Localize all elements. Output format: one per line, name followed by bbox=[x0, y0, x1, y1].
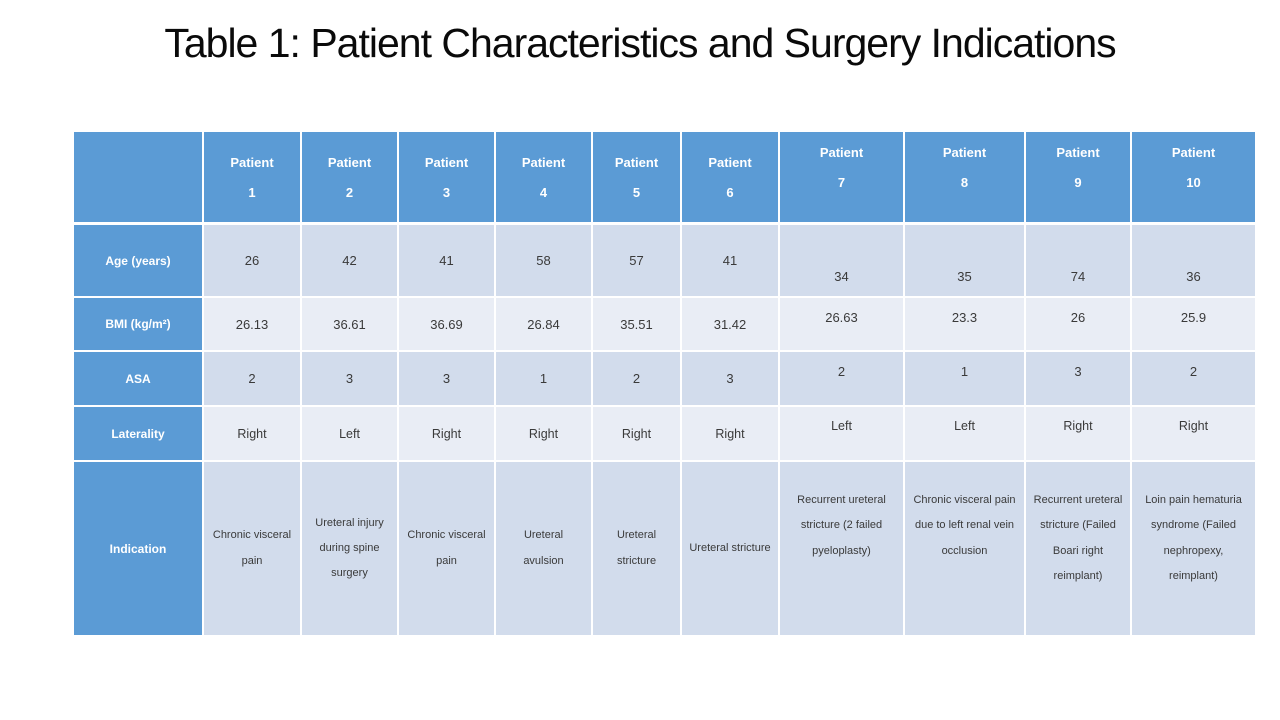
column-header-patient-2: Patient 2 bbox=[302, 132, 399, 225]
patient-label: Patient bbox=[230, 154, 274, 170]
asa-p2: 3 bbox=[302, 352, 399, 407]
patient-label: Patient bbox=[819, 145, 864, 160]
corner-cell bbox=[74, 132, 204, 225]
indication-p3: Chronic visceral pain bbox=[399, 462, 496, 637]
table-row-indication: Indication Chronic visceral pain Uretera… bbox=[74, 462, 1255, 637]
column-header-patient-3: Patient 3 bbox=[399, 132, 496, 225]
bmi-p10: 25.9 bbox=[1132, 298, 1255, 352]
age-p6: 41 bbox=[682, 225, 780, 298]
asa-p3: 3 bbox=[399, 352, 496, 407]
age-p3: 41 bbox=[399, 225, 496, 298]
asa-p9: 3 bbox=[1026, 352, 1132, 407]
laterality-p6: Right bbox=[682, 407, 780, 462]
bmi-p7: 26.63 bbox=[780, 298, 905, 352]
laterality-p8: Left bbox=[905, 407, 1026, 462]
table-header-row: Patient 1 Patient 2 Patient 3 Patient 4 … bbox=[74, 132, 1255, 225]
bmi-p5: 35.51 bbox=[593, 298, 682, 352]
age-p10: 36 bbox=[1132, 225, 1255, 298]
asa-p7: 2 bbox=[780, 352, 905, 407]
patient-number: 8 bbox=[960, 175, 969, 190]
bmi-p8: 23.3 bbox=[905, 298, 1026, 352]
laterality-p10: Right bbox=[1132, 407, 1255, 462]
asa-p5: 2 bbox=[593, 352, 682, 407]
patient-label: Patient bbox=[521, 154, 566, 170]
patient-number: 2 bbox=[345, 184, 354, 200]
column-header-patient-10: Patient 10 bbox=[1132, 132, 1255, 225]
patient-label: Patient bbox=[708, 154, 752, 170]
laterality-p4: Right bbox=[496, 407, 593, 462]
patient-number: 3 bbox=[442, 184, 451, 200]
indication-p10: Loin pain hematuria syndrome (Failed nep… bbox=[1132, 462, 1255, 637]
slide-title: Table 1: Patient Characteristics and Sur… bbox=[164, 20, 1116, 66]
row-label-laterality: Laterality bbox=[74, 407, 204, 462]
column-header-patient-5: Patient 5 bbox=[593, 132, 682, 225]
asa-p6: 3 bbox=[682, 352, 780, 407]
patient-number: 9 bbox=[1074, 175, 1082, 190]
patient-label: Patient bbox=[327, 154, 372, 170]
column-header-patient-7: Patient 7 bbox=[780, 132, 905, 225]
row-label-age: Age (years) bbox=[74, 225, 204, 298]
patient-number: 5 bbox=[632, 184, 641, 200]
patient-number: 6 bbox=[726, 184, 734, 200]
patient-label: Patient bbox=[1056, 145, 1100, 160]
bmi-p9: 26 bbox=[1026, 298, 1132, 352]
indication-p1: Chronic visceral pain bbox=[204, 462, 302, 637]
column-header-patient-8: Patient 8 bbox=[905, 132, 1026, 225]
row-label-bmi: BMI (kg/m²) bbox=[74, 298, 204, 352]
indication-p9: Recurrent ureteral stricture (Failed Boa… bbox=[1026, 462, 1132, 637]
age-p7: 34 bbox=[780, 225, 905, 298]
laterality-p3: Right bbox=[399, 407, 496, 462]
column-header-patient-9: Patient 9 bbox=[1026, 132, 1132, 225]
asa-p8: 1 bbox=[905, 352, 1026, 407]
age-p8: 35 bbox=[905, 225, 1026, 298]
indication-p5: Ureteral stricture bbox=[593, 462, 682, 637]
indication-p7: Recurrent ureteral stricture (2 failed p… bbox=[780, 462, 905, 637]
table-row-age: Age (years) 26 42 41 58 57 41 34 35 74 3… bbox=[74, 225, 1255, 298]
patient-number: 7 bbox=[837, 175, 846, 190]
table-row-asa: ASA 2 3 3 1 2 3 2 1 3 2 bbox=[74, 352, 1255, 407]
patient-number: 10 bbox=[1186, 175, 1201, 190]
age-p4: 58 bbox=[496, 225, 593, 298]
asa-p1: 2 bbox=[204, 352, 302, 407]
table-row-laterality: Laterality Right Left Right Right Right … bbox=[74, 407, 1255, 462]
laterality-p1: Right bbox=[204, 407, 302, 462]
patient-number: 1 bbox=[248, 184, 256, 200]
age-p2: 42 bbox=[302, 225, 399, 298]
indication-p4: Ureteral avulsion bbox=[496, 462, 593, 637]
bmi-p4: 26.84 bbox=[496, 298, 593, 352]
laterality-p5: Right bbox=[593, 407, 682, 462]
indication-p2: Ureteral injury during spine surgery bbox=[302, 462, 399, 637]
patient-label: Patient bbox=[942, 145, 987, 160]
indication-p8: Chronic visceral pain due to left renal … bbox=[905, 462, 1026, 637]
bmi-p1: 26.13 bbox=[204, 298, 302, 352]
age-p9: 74 bbox=[1026, 225, 1132, 298]
age-p1: 26 bbox=[204, 225, 302, 298]
column-header-patient-6: Patient 6 bbox=[682, 132, 780, 225]
laterality-p9: Right bbox=[1026, 407, 1132, 462]
bmi-p3: 36.69 bbox=[399, 298, 496, 352]
age-p5: 57 bbox=[593, 225, 682, 298]
row-label-indication: Indication bbox=[74, 462, 204, 637]
laterality-p7: Left bbox=[780, 407, 905, 462]
asa-p4: 1 bbox=[496, 352, 593, 407]
patient-label: Patient bbox=[1171, 145, 1216, 160]
patient-label: Patient bbox=[424, 154, 469, 170]
table-row-bmi: BMI (kg/m²) 26.13 36.61 36.69 26.84 35.5… bbox=[74, 298, 1255, 352]
column-header-patient-1: Patient 1 bbox=[204, 132, 302, 225]
row-label-asa: ASA bbox=[74, 352, 204, 407]
column-header-patient-4: Patient 4 bbox=[496, 132, 593, 225]
indication-p6: Ureteral stricture bbox=[682, 462, 780, 637]
asa-p10: 2 bbox=[1132, 352, 1255, 407]
bmi-p6: 31.42 bbox=[682, 298, 780, 352]
patient-label: Patient bbox=[614, 154, 659, 170]
patient-characteristics-table: Patient 1 Patient 2 Patient 3 Patient 4 … bbox=[74, 132, 1255, 637]
laterality-p2: Left bbox=[302, 407, 399, 462]
patient-number: 4 bbox=[539, 184, 548, 200]
bmi-p2: 36.61 bbox=[302, 298, 399, 352]
